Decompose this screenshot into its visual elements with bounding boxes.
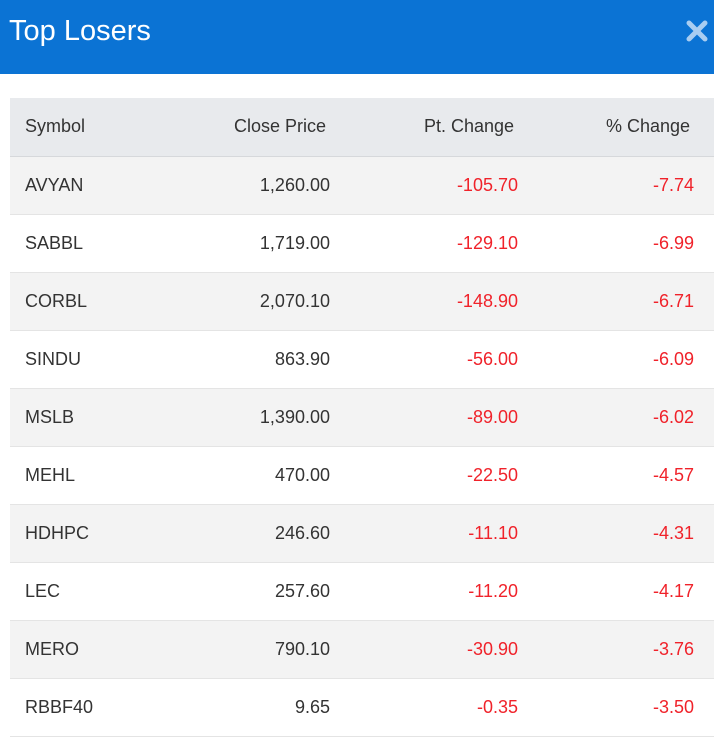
column-header-pt-change[interactable]: Pt. Change bbox=[330, 98, 518, 157]
pct-change-cell: -6.02 bbox=[518, 388, 714, 447]
pt-change-cell: -30.90 bbox=[330, 620, 518, 679]
pct-change-cell: -4.17 bbox=[518, 562, 714, 621]
symbol-cell[interactable]: MEHL bbox=[10, 446, 200, 505]
pt-change-cell: -89.00 bbox=[330, 388, 518, 447]
pct-change-cell: -6.99 bbox=[518, 214, 714, 273]
pt-change-cell: -148.90 bbox=[330, 272, 518, 331]
close-price-cell: 257.60 bbox=[200, 562, 330, 621]
close-icon bbox=[686, 20, 708, 42]
table-row[interactable]: LEC 257.60 -11.20 -4.17 bbox=[10, 562, 714, 621]
pct-change-cell: -7.74 bbox=[518, 156, 714, 215]
close-price-cell: 790.10 bbox=[200, 620, 330, 679]
losers-table-container: Symbol Close Price Pt. Change % Change A… bbox=[10, 98, 714, 737]
title-bar: Top Losers bbox=[0, 0, 714, 74]
pct-change-cell: -6.09 bbox=[518, 330, 714, 389]
table-header-row: Symbol Close Price Pt. Change % Change bbox=[10, 98, 714, 157]
symbol-cell[interactable]: RBBF40 bbox=[10, 678, 200, 737]
symbol-cell[interactable]: HDHPC bbox=[10, 504, 200, 563]
close-price-cell: 246.60 bbox=[200, 504, 330, 563]
table-row[interactable]: SABBL 1,719.00 -129.10 -6.99 bbox=[10, 214, 714, 273]
table-row[interactable]: SINDU 863.90 -56.00 -6.09 bbox=[10, 330, 714, 389]
symbol-cell[interactable]: SABBL bbox=[10, 214, 200, 273]
pt-change-cell: -56.00 bbox=[330, 330, 518, 389]
close-price-cell: 1,260.00 bbox=[200, 156, 330, 215]
close-price-cell: 2,070.10 bbox=[200, 272, 330, 331]
symbol-cell[interactable]: MERO bbox=[10, 620, 200, 679]
pt-change-cell: -11.10 bbox=[330, 504, 518, 563]
symbol-cell[interactable]: MSLB bbox=[10, 388, 200, 447]
table-row[interactable]: RBBF40 9.65 -0.35 -3.50 bbox=[10, 678, 714, 737]
table-row[interactable]: HDHPC 246.60 -11.10 -4.31 bbox=[10, 504, 714, 563]
losers-table: Symbol Close Price Pt. Change % Change A… bbox=[10, 98, 714, 737]
table-row[interactable]: MSLB 1,390.00 -89.00 -6.02 bbox=[10, 388, 714, 447]
close-price-cell: 1,719.00 bbox=[200, 214, 330, 273]
column-header-pct-change[interactable]: % Change bbox=[518, 98, 714, 157]
pt-change-cell: -11.20 bbox=[330, 562, 518, 621]
table-row[interactable]: MERO 790.10 -30.90 -3.76 bbox=[10, 620, 714, 679]
column-header-symbol[interactable]: Symbol bbox=[10, 98, 200, 157]
pct-change-cell: -3.76 bbox=[518, 620, 714, 679]
pct-change-cell: -4.57 bbox=[518, 446, 714, 505]
close-price-cell: 470.00 bbox=[200, 446, 330, 505]
close-button[interactable] bbox=[685, 19, 709, 43]
pt-change-cell: -105.70 bbox=[330, 156, 518, 215]
close-price-cell: 863.90 bbox=[200, 330, 330, 389]
table-row[interactable]: MEHL 470.00 -22.50 -4.57 bbox=[10, 446, 714, 505]
symbol-cell[interactable]: AVYAN bbox=[10, 156, 200, 215]
pt-change-cell: -129.10 bbox=[330, 214, 518, 273]
table-row[interactable]: CORBL 2,070.10 -148.90 -6.71 bbox=[10, 272, 714, 331]
pct-change-cell: -3.50 bbox=[518, 678, 714, 737]
table-row[interactable]: AVYAN 1,260.00 -105.70 -7.74 bbox=[10, 156, 714, 215]
close-price-cell: 1,390.00 bbox=[200, 388, 330, 447]
symbol-cell[interactable]: LEC bbox=[10, 562, 200, 621]
pt-change-cell: -0.35 bbox=[330, 678, 518, 737]
close-price-cell: 9.65 bbox=[200, 678, 330, 737]
pct-change-cell: -6.71 bbox=[518, 272, 714, 331]
pct-change-cell: -4.31 bbox=[518, 504, 714, 563]
column-header-close-price[interactable]: Close Price bbox=[200, 98, 330, 157]
symbol-cell[interactable]: CORBL bbox=[10, 272, 200, 331]
symbol-cell[interactable]: SINDU bbox=[10, 330, 200, 389]
panel-title: Top Losers bbox=[9, 14, 151, 47]
pt-change-cell: -22.50 bbox=[330, 446, 518, 505]
